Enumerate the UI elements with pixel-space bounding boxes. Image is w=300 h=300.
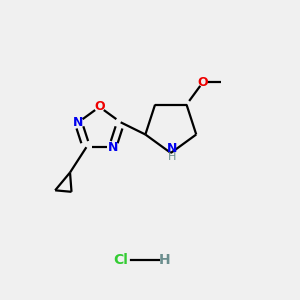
Text: N: N <box>73 116 83 129</box>
Text: O: O <box>198 76 208 89</box>
Text: Cl: Cl <box>113 253 128 267</box>
Text: N: N <box>107 141 118 154</box>
Text: N: N <box>167 142 178 155</box>
Text: O: O <box>94 100 105 113</box>
Text: H: H <box>159 253 171 267</box>
Text: H: H <box>168 152 176 162</box>
